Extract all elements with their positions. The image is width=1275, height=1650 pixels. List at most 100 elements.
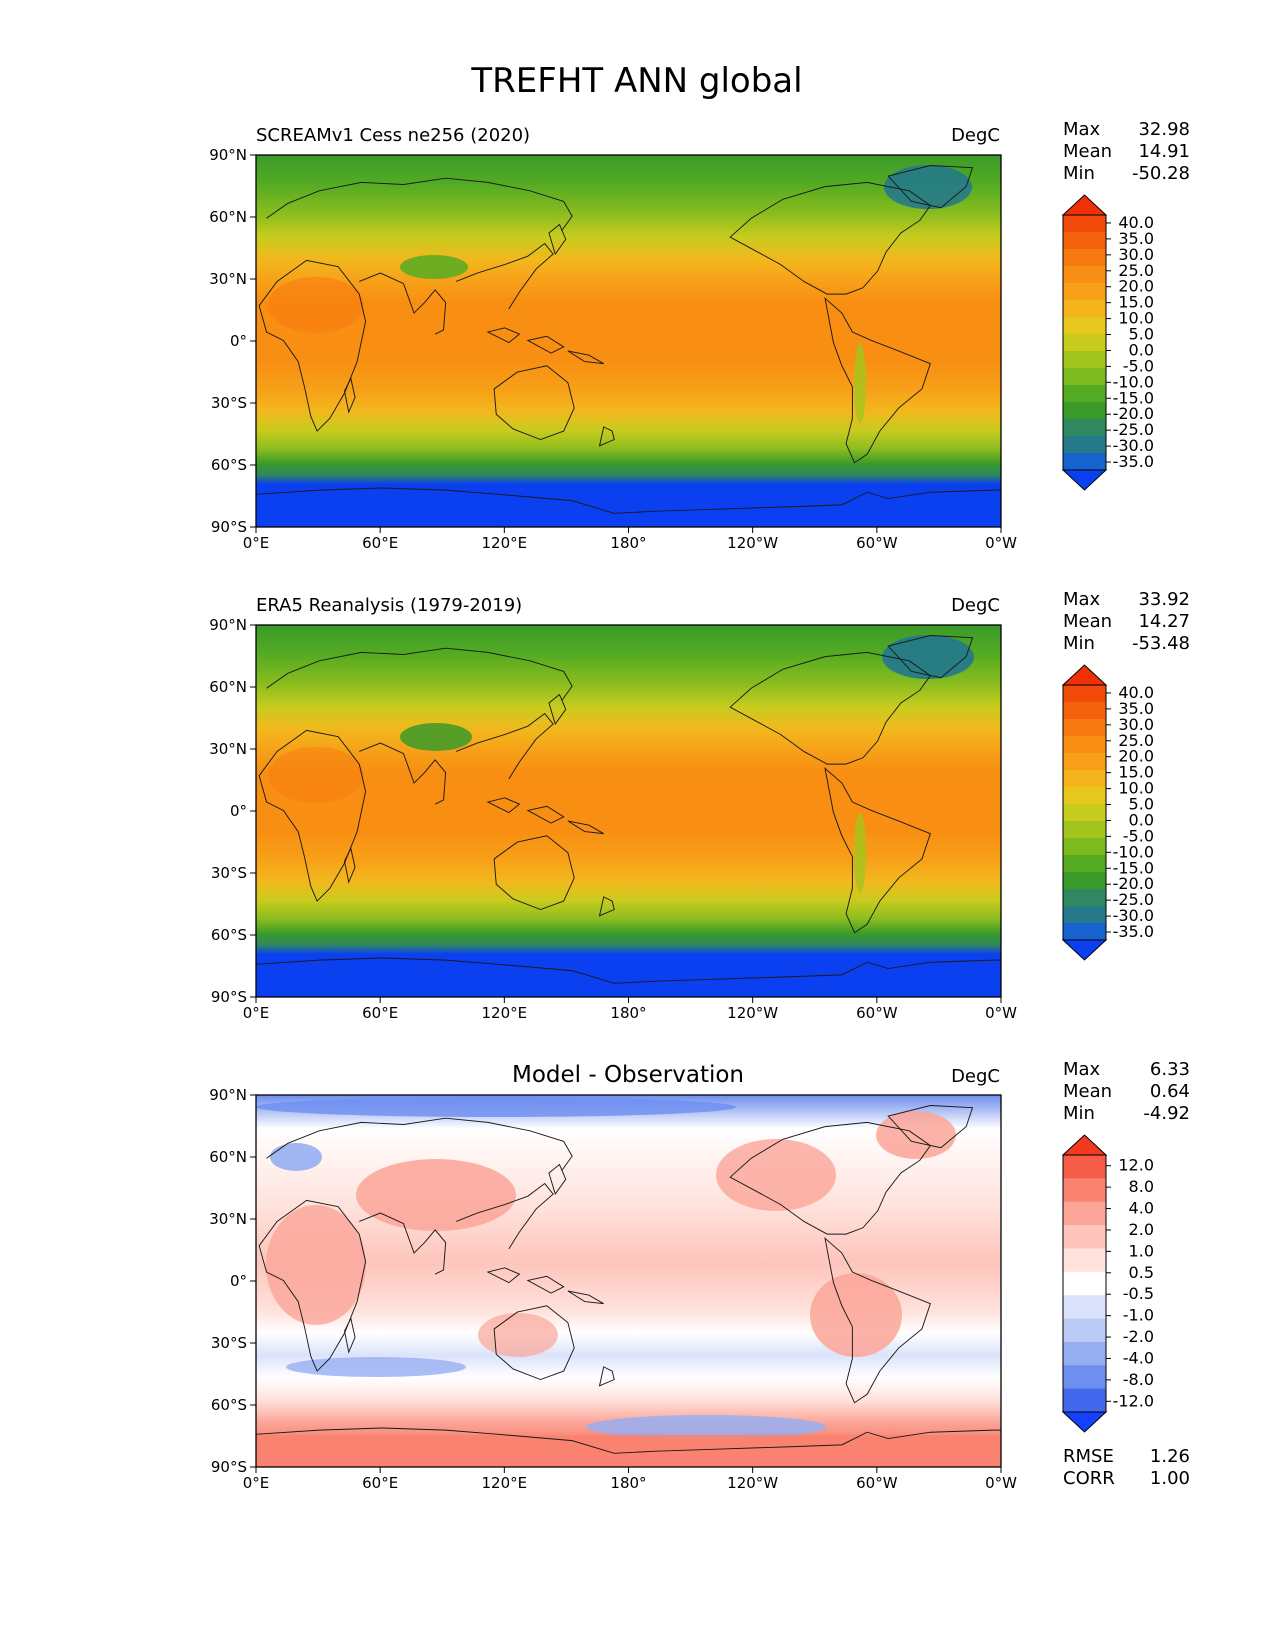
- europe-cool: [270, 1143, 322, 1171]
- colorbar-segment: [1063, 317, 1106, 335]
- colorbar-segment: [1063, 232, 1106, 250]
- colorbar-segment: [1063, 1155, 1106, 1179]
- lat-tick-label: 0°: [230, 1272, 247, 1290]
- colorbar-segment: [1063, 385, 1106, 403]
- lon-tick-label: 120°E: [482, 1004, 528, 1022]
- colorbar-segment: [1063, 1272, 1106, 1296]
- lat-tick-label: 0°: [230, 332, 247, 350]
- lon-tick-label: 120°E: [482, 534, 528, 552]
- colorbar-segment: [1063, 753, 1106, 771]
- colorbar-segment: [1063, 787, 1106, 805]
- colorbar-segment: [1063, 889, 1106, 907]
- colorbar-segment: [1063, 1365, 1106, 1389]
- colorbar-segment: [1063, 351, 1106, 369]
- stat-mean-value: 0.64: [1150, 1081, 1190, 1102]
- colorbar-segment: [1063, 1342, 1106, 1366]
- sahara-warm: [268, 747, 364, 803]
- colorbar-segment: [1063, 368, 1106, 386]
- colorbar-segment: [1063, 300, 1106, 318]
- units-label: DegC: [951, 595, 1000, 616]
- stat-mean-value: 14.91: [1138, 141, 1190, 162]
- stat-max-label: Max: [1063, 1059, 1101, 1080]
- lat-tick-label: 90°S: [211, 988, 247, 1006]
- arctic-cool: [256, 1097, 736, 1117]
- colorbar-tick-label: -1.0: [1123, 1306, 1154, 1325]
- lon-tick-label: 0°E: [243, 1004, 270, 1022]
- colorbar-segment: [1063, 419, 1106, 437]
- sahara-warm: [268, 277, 364, 333]
- lat-tick-label: 60°S: [211, 456, 247, 474]
- colorbar-segment: [1063, 1389, 1106, 1413]
- colorbar-segment: [1063, 1202, 1106, 1226]
- colorbar-segment: [1063, 872, 1106, 890]
- lon-tick-label: 0°W: [985, 534, 1017, 552]
- colorbar-segment: [1063, 1319, 1106, 1343]
- colorbar-extend-max: [1063, 665, 1106, 685]
- colorbar: 12.0 8.0 4.0 2.0 1.0 0.5 -0.5 -1.0 -2.0 -4.0 -8.0 -…: [1063, 1135, 1154, 1432]
- lon-tick-label: 0°W: [985, 1004, 1017, 1022]
- antarctic-warm: [256, 1435, 1001, 1467]
- lat-axis: 90°N 60°N 30°N 0° 30°S 60°S 90°S: [209, 616, 256, 1006]
- lon-tick-label: 120°W: [727, 1474, 778, 1492]
- colorbar-tick-label: -35.0: [1113, 922, 1154, 941]
- siberia-warm: [356, 1159, 516, 1231]
- southern-cool: [286, 1357, 466, 1377]
- colorbar-segment: [1063, 266, 1106, 284]
- lat-tick-label: 30°N: [209, 740, 247, 758]
- units-label: DegC: [951, 1066, 1000, 1087]
- lon-tick-label: 60°W: [856, 534, 898, 552]
- colorbar-segment: [1063, 719, 1106, 737]
- colorbar-segment: [1063, 1295, 1106, 1319]
- units-label: DegC: [951, 125, 1000, 146]
- colorbar-extend-max: [1063, 1135, 1106, 1155]
- colorbar-segment: [1063, 821, 1106, 839]
- colorbar-tick-label: 0.5: [1129, 1263, 1154, 1282]
- colorbar-segment: [1063, 1178, 1106, 1202]
- colorbar-extend-min: [1063, 470, 1106, 490]
- colorbar-segment: [1063, 1248, 1106, 1272]
- andes-cold: [854, 343, 866, 423]
- lat-tick-label: 30°S: [211, 864, 247, 882]
- colorbar-extend-min: [1063, 940, 1106, 960]
- lat-tick-label: 90°S: [211, 1458, 247, 1476]
- lat-tick-label: 60°S: [211, 1396, 247, 1414]
- lat-axis: 90°N 60°N 30°N 0° 30°S 60°S 90°S: [209, 146, 256, 536]
- stat-max-label: Max: [1063, 589, 1101, 610]
- stat-mean-value: 14.27: [1138, 611, 1190, 632]
- panel-observation: ERA5 Reanalysis (1979-2019) DegC 90°N60°…: [209, 589, 1190, 1022]
- lat-axis: 90°N 60°N 30°N 0° 30°S 60°S 90°S: [209, 1086, 256, 1476]
- stat-max-value: 6.33: [1150, 1059, 1190, 1080]
- stat-max-value: 33.92: [1138, 589, 1190, 610]
- greenland-cold: [882, 635, 974, 679]
- colorbar-segment: [1063, 838, 1106, 856]
- lat-tick-label: 0°: [230, 802, 247, 820]
- colorbar-tick-label: -2.0: [1123, 1327, 1154, 1346]
- lat-tick-label: 90°N: [209, 146, 247, 164]
- rmse-value: 1.26: [1150, 1446, 1190, 1467]
- lon-axis: 0°E 60°E 120°E 180° 120°W 60°W 0°W: [243, 997, 1017, 1022]
- lon-tick-label: 180°: [610, 1004, 646, 1022]
- lat-tick-label: 90°N: [209, 1086, 247, 1104]
- stat-max-value: 32.98: [1138, 119, 1190, 140]
- greenland-cold: [884, 165, 972, 209]
- lon-tick-label: 120°W: [727, 534, 778, 552]
- panel-difference: Model - Observation DegC 90°N 60°N 30°N 0° 3…: [209, 1059, 1190, 1492]
- colorbar-segment: [1063, 702, 1106, 720]
- namerica-warm: [716, 1139, 836, 1211]
- colorbar-tick-label: 4.0: [1129, 1199, 1154, 1218]
- map-area: [256, 1095, 1001, 1467]
- colorbar-segment: [1063, 402, 1106, 420]
- map-area: [256, 155, 1001, 527]
- colorbar-segment: [1063, 453, 1106, 471]
- lon-tick-label: 60°W: [856, 1004, 898, 1022]
- panel-title: ERA5 Reanalysis (1979-2019): [256, 595, 522, 616]
- lon-tick-label: 180°: [610, 534, 646, 552]
- samerica-warm: [810, 1273, 902, 1357]
- lon-axis: 0°E 60°E 120°E 180° 120°W 60°W 0°W: [243, 527, 1017, 552]
- andes-cold: [854, 813, 866, 893]
- lon-tick-label: 60°E: [362, 534, 398, 552]
- colorbar-segment: [1063, 906, 1106, 924]
- lon-tick-label: 120°W: [727, 1004, 778, 1022]
- colorbar-segment: [1063, 215, 1106, 233]
- lon-tick-label: 0°E: [243, 534, 270, 552]
